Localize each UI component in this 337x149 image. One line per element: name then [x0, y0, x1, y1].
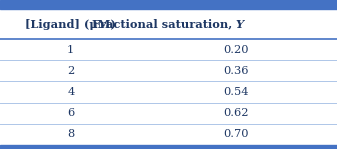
Text: 4: 4 [67, 87, 74, 97]
Text: 0.36: 0.36 [223, 66, 249, 76]
Text: Y: Y [236, 19, 244, 30]
Text: 2: 2 [67, 66, 74, 76]
Text: 0.70: 0.70 [223, 129, 249, 139]
Text: 0.62: 0.62 [223, 108, 249, 118]
Text: 1: 1 [67, 45, 74, 55]
Text: 0.54: 0.54 [223, 87, 249, 97]
Text: [Ligand] (μM): [Ligand] (μM) [25, 19, 116, 30]
Text: 8: 8 [67, 129, 74, 139]
Bar [0, 0, 337, 9]
Text: 0.20: 0.20 [223, 45, 249, 55]
Bar [0, 145, 337, 149]
Text: 6: 6 [67, 108, 74, 118]
Text: Fractional saturation,: Fractional saturation, [92, 19, 236, 30]
